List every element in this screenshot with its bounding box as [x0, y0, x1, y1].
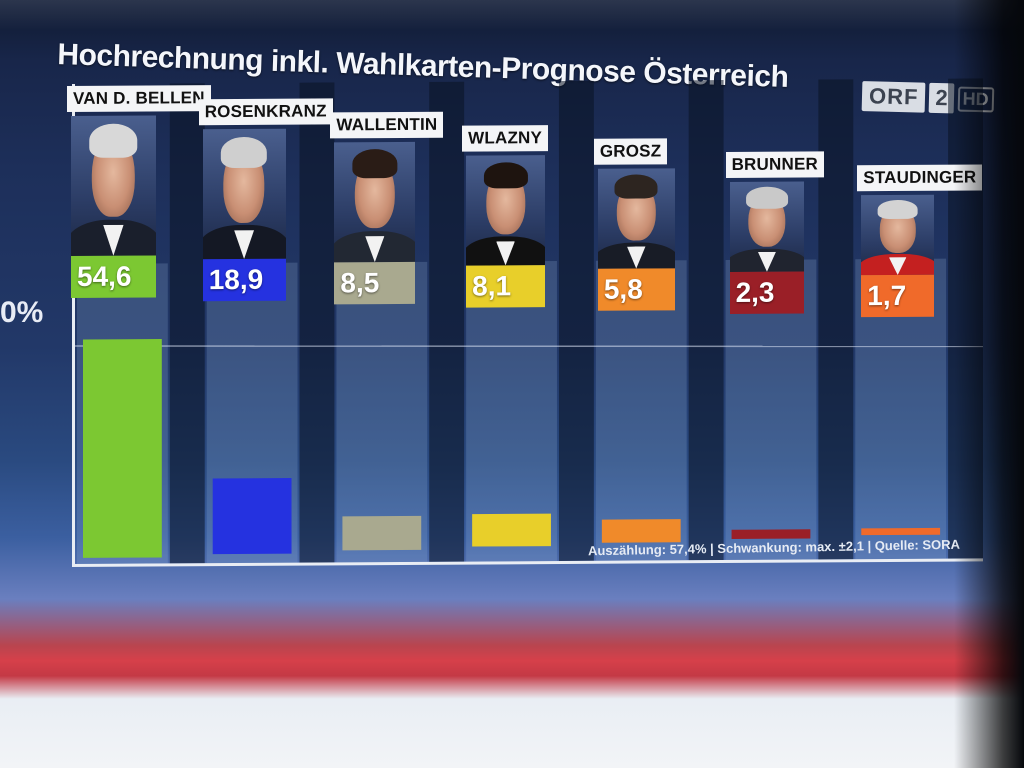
candidate-name-label: BRUNNER: [725, 151, 824, 179]
candidate-photo: [861, 194, 935, 276]
value-label: 5,8: [597, 268, 675, 311]
hair-shape: [89, 123, 138, 158]
hair-shape: [614, 174, 658, 199]
column-separator: [558, 80, 594, 562]
column-separator: [688, 80, 724, 561]
hair-shape: [352, 149, 398, 179]
candidate-name-label: VAN D. BELLEN: [67, 85, 211, 113]
bar-lane: [595, 260, 687, 561]
bar-lane: [466, 261, 557, 562]
candidate-name-label: ROSENKRANZ: [198, 98, 333, 126]
candidate-photo: [729, 181, 805, 272]
bar-chart: [75, 78, 983, 564]
value-label: 2,3: [729, 271, 805, 314]
value-label: 54,6: [71, 255, 156, 299]
bar-chart-frame: VAN D. BELLEN 54,6 ROSENKRANZ 18,9 WALLENTIN…: [67, 78, 983, 568]
bar-lane: [855, 258, 947, 560]
column-separator: [169, 83, 205, 564]
candidate-name-label: WALLENTIN: [330, 111, 444, 139]
bar-grosz: [601, 519, 681, 543]
bar-wallentin: [342, 515, 422, 551]
bar-brunner: [731, 529, 811, 539]
hair-shape: [220, 136, 268, 169]
value-label: 18,9: [202, 258, 286, 302]
screen-glare: [0, 0, 1024, 30]
candidate-name-label: GROSZ: [593, 138, 668, 165]
candidate-photo: [334, 141, 416, 263]
bar-wlazny: [472, 513, 551, 547]
candidate-photo: [71, 115, 156, 257]
bar-lane: [725, 259, 817, 561]
hair-shape: [877, 199, 919, 220]
bar-rosenkranz: [212, 478, 292, 555]
bar-staudinger: [861, 527, 941, 536]
candidate-photo: [597, 168, 675, 269]
value-label: 8,5: [334, 261, 416, 305]
hair-shape: [483, 161, 528, 189]
column-separator: [299, 82, 335, 563]
screen-bezel-shadow: [954, 0, 1024, 768]
candidate-name-label: WLAZNY: [462, 125, 549, 152]
column-separator: [818, 79, 854, 560]
candidate-photo: [466, 155, 545, 266]
candidate-photo: [202, 128, 286, 260]
value-label: 1,7: [861, 274, 935, 318]
bar-lane: [336, 261, 428, 563]
column-separator: [429, 81, 465, 562]
y-axis-tick-label: 0%: [0, 296, 44, 329]
hair-shape: [746, 187, 788, 209]
value-label: 8,1: [466, 265, 545, 308]
grid-line: [75, 345, 983, 348]
bar-van-d-bellen: [83, 339, 162, 558]
